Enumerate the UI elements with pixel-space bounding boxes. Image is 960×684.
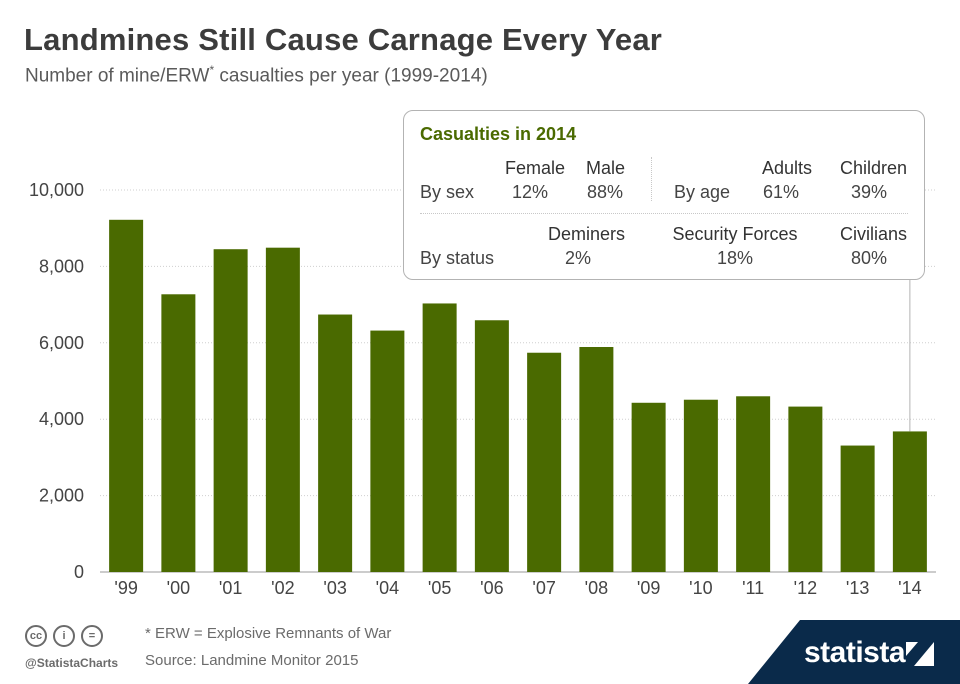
by-age-label: By age bbox=[674, 182, 731, 202]
source-note: Source: Landmine Monitor 2015 bbox=[145, 652, 359, 669]
bar-1[interactable] bbox=[161, 294, 196, 572]
by-status-label: By status bbox=[420, 248, 495, 268]
x-tick-label: '06 bbox=[480, 578, 503, 598]
y-tick-label: 8,000 bbox=[39, 256, 84, 276]
x-tick-label: '02 bbox=[271, 578, 294, 598]
security-forces-value: 18% bbox=[716, 248, 754, 268]
cc-icon: cc bbox=[25, 625, 47, 647]
x-tick-label: '00 bbox=[167, 578, 190, 598]
by-sex-label: By sex bbox=[420, 182, 475, 202]
bar-7[interactable] bbox=[474, 320, 509, 572]
subtitle-main: Number of mine/ERW bbox=[25, 65, 210, 87]
civilians-label: Civilians bbox=[839, 224, 907, 244]
deminers-value: 2% bbox=[564, 248, 591, 268]
civilians-value: 80% bbox=[850, 248, 887, 268]
bar-3[interactable] bbox=[265, 247, 300, 572]
infobox-vertical-divider bbox=[651, 157, 652, 201]
brand-bar-shape bbox=[748, 620, 960, 684]
license-icons: cc i = bbox=[25, 625, 109, 647]
x-tick-label: '07 bbox=[532, 578, 555, 598]
bar-15[interactable] bbox=[892, 431, 927, 572]
x-tick-label: '12 bbox=[794, 578, 817, 598]
y-tick-label: 0 bbox=[74, 562, 84, 582]
adults-label: Adults bbox=[761, 158, 812, 178]
x-tick-label: '13 bbox=[846, 578, 869, 598]
x-tick-label: '05 bbox=[428, 578, 451, 598]
nd-icon: = bbox=[81, 625, 103, 647]
infobox-horizontal-divider bbox=[420, 213, 908, 214]
y-tick-label: 2,000 bbox=[39, 486, 84, 506]
male-label: Male bbox=[585, 158, 625, 178]
bar-9[interactable] bbox=[579, 347, 614, 572]
children-label: Children bbox=[839, 158, 907, 178]
infobox-title: Casualties in 2014 bbox=[420, 124, 577, 144]
security-forces-label: Security Forces bbox=[672, 224, 798, 244]
female-value: 12% bbox=[511, 182, 548, 202]
bar-10[interactable] bbox=[631, 402, 666, 572]
bar-0[interactable] bbox=[109, 219, 144, 572]
by-icon: i bbox=[53, 625, 75, 647]
bar-4[interactable] bbox=[318, 314, 353, 572]
x-tick-label: '08 bbox=[585, 578, 608, 598]
bar-13[interactable] bbox=[788, 406, 823, 572]
bar-11[interactable] bbox=[683, 399, 718, 572]
children-value: 39% bbox=[850, 182, 887, 202]
statista-logo-icon bbox=[906, 642, 934, 666]
x-tick-label: '11 bbox=[742, 578, 764, 598]
female-label: Female bbox=[504, 158, 565, 178]
x-tick-label: '09 bbox=[637, 578, 660, 598]
x-tick-label: '03 bbox=[323, 578, 346, 598]
y-tick-label: 10,000 bbox=[29, 180, 84, 200]
x-tick-label: '14 bbox=[898, 578, 921, 598]
subtitle-asterisk: * bbox=[209, 63, 215, 77]
casualties-infobox: Casualties in 2014 Female Male By sex 12… bbox=[403, 110, 925, 280]
x-tick-label: '04 bbox=[376, 578, 399, 598]
statista-brand[interactable]: statista bbox=[804, 636, 906, 669]
bar-8[interactable] bbox=[527, 352, 562, 572]
deminers-label: Deminers bbox=[547, 224, 625, 244]
statista-charts-handle[interactable]: @StatistaCharts bbox=[25, 656, 119, 670]
x-tick-label: '10 bbox=[689, 578, 712, 598]
footnote: * ERW = Explosive Remnants of War bbox=[145, 625, 392, 642]
chart-subtitle: Number of mine/ERW* casualties per year … bbox=[25, 63, 488, 87]
subtitle-rest: casualties per year (1999-2014) bbox=[214, 65, 488, 87]
bar-14[interactable] bbox=[840, 445, 875, 572]
y-tick-label: 6,000 bbox=[39, 333, 84, 353]
x-tick-label: '99 bbox=[114, 578, 137, 598]
male-value: 88% bbox=[586, 182, 623, 202]
y-tick-label: 4,000 bbox=[39, 409, 84, 429]
bar-2[interactable] bbox=[213, 249, 248, 572]
bar-12[interactable] bbox=[736, 396, 771, 572]
bar-5[interactable] bbox=[370, 330, 405, 572]
bar-6[interactable] bbox=[422, 303, 457, 572]
adults-value: 61% bbox=[762, 182, 799, 202]
chart-title: Landmines Still Cause Carnage Every Year bbox=[24, 22, 663, 57]
x-tick-label: '01 bbox=[219, 578, 242, 598]
